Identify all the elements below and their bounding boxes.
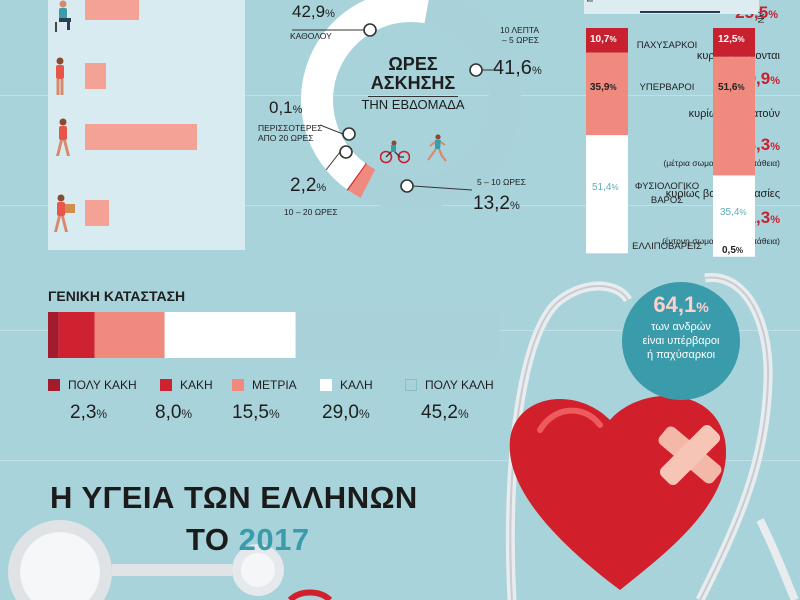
- legend-item: ΠΟΛΥ ΚΑΚΗ: [48, 378, 137, 392]
- general-title: ΓΕΝΙΚΗ ΚΑΤΑΣΤΑΣΗ: [48, 288, 186, 304]
- legend-value: 15,5%: [232, 402, 280, 423]
- walking-person-icon: [56, 118, 70, 156]
- activity-bar: [85, 124, 197, 150]
- callout-value: 64,1%: [653, 292, 709, 317]
- legend-swatch: [48, 379, 60, 391]
- legend-value: 29,0%: [322, 402, 370, 423]
- bmi-men-value: 35,4%: [720, 207, 747, 218]
- segment-label: ΠΕΡΙΣΣΟΤΕΡΕΣ ΑΠΟ 20 ΩΡΕΣ: [258, 123, 323, 143]
- legend-value: 45,2%: [421, 402, 469, 423]
- activity-bar: [85, 200, 109, 226]
- bmi-men-value: 0,5%: [722, 245, 744, 256]
- standing-person-icon: [56, 57, 64, 95]
- segment-label: 10 ΛΕΠΤΑ – 5 ΩΡΕΣ: [500, 25, 540, 45]
- legend-swatch: [320, 379, 332, 391]
- bmi-category: ΠΑΧΥΣΑΡΚΟΙ: [636, 40, 698, 51]
- runner-icon: [427, 134, 447, 162]
- bmi-women-value: 35,9%: [590, 82, 617, 93]
- activity-bar: [85, 63, 106, 89]
- sitting-person-icon: [55, 0, 71, 32]
- men-overweight-callout: 64,1% των ανδρών είναι υπέρβαροι ή παχύσ…: [622, 282, 740, 400]
- segment-value: 41,6%: [493, 57, 542, 79]
- legend-swatch: [160, 379, 172, 391]
- legend-value: 8,0%: [155, 402, 193, 423]
- donut-title: ΩΡΕΣ ΑΣΚΗΣΗΣ ΤΗΝ ΕΒΔΟΜΑΔΑ: [361, 54, 465, 113]
- page-title: Η ΥΓΕΙΑ ΤΩΝ ΕΛΛΗΝΩΝ: [50, 480, 418, 515]
- legend-value: 2,3%: [70, 402, 108, 423]
- segment-label: 5 – 10 ΩΡΕΣ: [477, 177, 526, 187]
- segment-label: 10 – 20 ΩΡΕΣ: [284, 207, 338, 217]
- legend-item: ΚΑΚΗ: [160, 378, 213, 392]
- bmi-women-value: 2%: [595, 240, 608, 251]
- bmi-women-value: 51,4%: [592, 182, 619, 193]
- legend-item: ΚΑΛΗ: [320, 378, 373, 392]
- carrying-person-icon: [54, 194, 75, 232]
- segment-value: 13,2%: [473, 193, 520, 214]
- bmi-category: ΦΥΣΙΟΛΟΓΙΚΟ ΒΑΡΟΣ: [634, 181, 700, 206]
- segment-value: 42,9%: [292, 2, 335, 21]
- donut-title-underline: [368, 96, 458, 97]
- segment-value: 2,2%: [290, 175, 327, 196]
- legend-swatch: [232, 379, 244, 391]
- activity-bar: [85, 0, 139, 20]
- legend-item: ΜΕΤΡΙΑ: [232, 378, 297, 392]
- cyclist-icon: [380, 140, 410, 164]
- bmi-category: ΥΠΕΡΒΑΡΟΙ: [639, 82, 695, 93]
- legend-item: ΠΟΛΥ ΚΑΛΗ: [405, 378, 494, 392]
- bmi-men-value: 51,6%: [718, 82, 745, 93]
- legend-swatch: [405, 379, 417, 391]
- page-subtitle: ΤΟ 2017: [186, 522, 310, 557]
- segment-value: 0,1%: [269, 98, 303, 117]
- bmi-men-value: 12,5%: [718, 34, 745, 45]
- bmi-women-value: 10,7%: [590, 34, 617, 45]
- segment-label: ΚΑΘΟΛΟΥ: [290, 31, 332, 41]
- bmi-category: ΕΛΛΙΠΟΒΑΡΕΙΣ: [632, 241, 702, 252]
